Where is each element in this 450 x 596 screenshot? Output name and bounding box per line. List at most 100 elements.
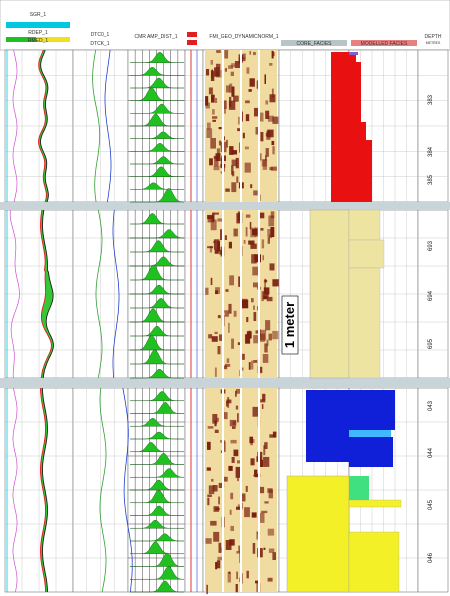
- fmi-texture-blob: [206, 128, 213, 138]
- fmi-texture-blob: [264, 442, 268, 449]
- fmi-texture-blob: [266, 130, 271, 140]
- fmi-texture-blob: [251, 298, 254, 303]
- fmi-texture-blob: [259, 486, 265, 494]
- fmi-texture-blob: [264, 501, 269, 504]
- fmi-texture-blob: [267, 129, 274, 138]
- fmi-texture-blob: [245, 100, 250, 104]
- track2-curve-dtc: [95, 209, 103, 379]
- track2-curve-label-1: DTC0_1: [91, 32, 110, 38]
- fmi-texture-blob: [224, 310, 229, 317]
- modelled-facies-red: [349, 52, 356, 62]
- fmi-texture-blob: [261, 159, 267, 167]
- cmr-distribution: [130, 182, 184, 190]
- fmi-texture-blob: [209, 245, 213, 253]
- cmr-distribution: [130, 479, 184, 491]
- fmi-texture-blob: [269, 63, 273, 66]
- fmi-texture-blob: [213, 165, 220, 171]
- fmi-texture-blob: [250, 458, 255, 466]
- fmi-texture-blob: [216, 63, 221, 69]
- fmi-texture-blob: [233, 310, 237, 317]
- cmr-distribution: [130, 349, 184, 365]
- fmi-texture-blob: [267, 237, 270, 244]
- fmi-texture-blob: [264, 74, 266, 84]
- scale-bar-box: [281, 295, 299, 355]
- fmi-texture-blob: [232, 420, 237, 425]
- fmi-texture-blob: [207, 494, 212, 497]
- fmi-texture-blob: [220, 229, 223, 241]
- fmi-texture-blob: [210, 520, 217, 526]
- fmi-texture-blob: [241, 57, 246, 62]
- fmi-texture-blob: [264, 278, 266, 289]
- fmi-texture-blob: [268, 548, 275, 553]
- fmi-texture-blob: [263, 287, 270, 295]
- fmi-texture-blob: [231, 165, 234, 175]
- fmi-texture-blob: [269, 263, 275, 271]
- cmr-distribution: [129, 541, 185, 554]
- fmi-texture-blob: [255, 580, 259, 584]
- fmi-texture-blob: [214, 249, 219, 254]
- track4-swatch-red: [187, 32, 197, 37]
- depth-label: 383: [428, 94, 434, 105]
- modelled-facies-lightblue: [349, 430, 391, 437]
- fmi-texture-blob: [232, 426, 236, 429]
- fmi-texture-blob: [236, 551, 242, 554]
- fmi-texture-blob: [260, 228, 264, 231]
- fmi-texture-blob: [268, 489, 273, 499]
- cmr-distribution: [130, 256, 184, 267]
- fmi-texture-blob: [260, 399, 266, 403]
- fmi-texture-blob: [237, 128, 242, 132]
- depth-labels: 383 384 385 693 694 695 043 044 045 046: [428, 94, 434, 563]
- fmi-texture-blob: [254, 227, 261, 237]
- fmi-texture-blob: [224, 235, 227, 240]
- fmi-pad-gap: [222, 388, 224, 592]
- fmi-texture-blob: [263, 295, 268, 300]
- track1-curve-res: [38, 49, 47, 203]
- fmi-texture-blob: [271, 140, 275, 146]
- fmi-texture-blob: [272, 52, 275, 57]
- fmi-texture-blob: [230, 63, 235, 68]
- fmi-texture-blob: [205, 96, 209, 106]
- fmi-texture-blob: [263, 547, 266, 550]
- fmi-texture-blob: [229, 83, 233, 93]
- fmi-texture-blob: [252, 406, 259, 417]
- fmi-texture-blob: [236, 389, 240, 394]
- fmi-texture-blob: [214, 155, 219, 167]
- fmi-pad-gap: [222, 210, 224, 378]
- fmi-texture-blob: [212, 414, 218, 424]
- fmi-texture-blob: [214, 331, 218, 334]
- depth-label: 695: [428, 338, 434, 349]
- fmi-texture-blob: [235, 584, 238, 593]
- modelled-facies-red: [349, 122, 366, 140]
- fmi-texture-blob: [207, 497, 210, 506]
- fmi-texture-blob: [253, 312, 257, 321]
- fmi-texture-blob: [237, 342, 241, 345]
- cmr-distribution: [130, 103, 184, 114]
- fmi-texture-blob: [254, 254, 261, 261]
- fmi-texture-blob: [220, 450, 223, 453]
- fmi-texture-blob: [217, 346, 221, 355]
- cmr-distribution: [130, 166, 184, 177]
- depth-label: 385: [428, 174, 434, 185]
- fmi-texture-blob: [262, 354, 269, 363]
- track-4-section-3: [184, 387, 204, 593]
- fmi-texture-blob: [229, 509, 232, 515]
- cmr-distribution: [130, 326, 184, 337]
- fmi-texture-blob: [218, 140, 221, 146]
- track-4-section-2: [184, 209, 204, 379]
- fmi-texture-blob: [231, 86, 235, 97]
- fmi-texture-blob: [236, 176, 239, 183]
- fmi-texture-blob: [237, 504, 240, 508]
- fmi-texture-blob: [237, 460, 241, 464]
- depth-header-unit: METRES: [426, 41, 441, 45]
- modelled-facies-tan: [348, 209, 381, 241]
- fmi-texture-blob: [235, 390, 237, 397]
- log-body: 1 meter 383 384 385 693 694 695 043 044 045 046: [0, 49, 450, 595]
- cmr-distribution: [130, 156, 184, 165]
- fmi-texture-blob: [231, 182, 237, 193]
- track4-swatch-red-2: [187, 40, 197, 45]
- fmi-texture-blob: [266, 296, 273, 302]
- track6-core: 1 meter: [281, 52, 350, 593]
- fmi-texture-blob: [242, 353, 245, 360]
- fmi-texture-blob: [212, 109, 215, 115]
- fmi-texture-blob: [269, 94, 276, 103]
